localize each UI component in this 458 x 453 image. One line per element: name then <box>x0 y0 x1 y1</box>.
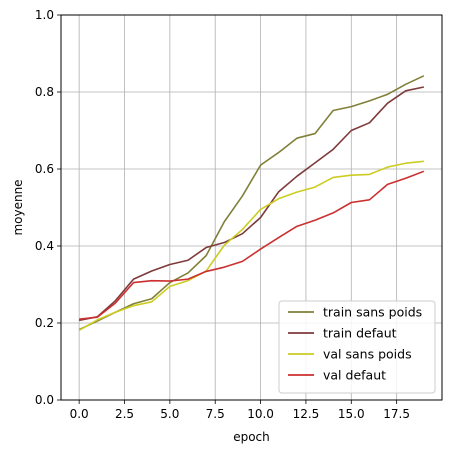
legend-label: val sans poids <box>323 347 412 362</box>
x-tick-label: 5.0 <box>160 407 179 421</box>
series-line <box>79 170 425 320</box>
series-line <box>78 160 424 332</box>
legend-label: train sans poids <box>323 305 422 320</box>
y-tick-label: 0.0 <box>35 393 54 407</box>
x-tick-label: 7.5 <box>206 407 225 421</box>
series-line <box>78 75 425 331</box>
axes-frame <box>60 14 443 401</box>
y-tick-label: 0.6 <box>35 162 54 176</box>
series-line <box>78 86 425 322</box>
x-tick-label: 2.5 <box>115 407 134 421</box>
y-tick-label: 1.0 <box>35 8 54 22</box>
y-axis-label: moyenne <box>11 179 25 235</box>
x-tick-label: 12.5 <box>293 407 320 421</box>
x-axis-ticks: 0.0 2.5 5.0 7.5 10.0 12.5 15.0 17.5 <box>70 400 410 421</box>
x-tick-label: 10.0 <box>247 407 274 421</box>
plot-frame <box>60 14 443 401</box>
legend-label: train defaut <box>323 326 397 341</box>
legend-box <box>278 300 436 394</box>
y-tick-label: 0.4 <box>35 239 54 253</box>
y-tick-label: 0.2 <box>35 316 54 330</box>
series-lines <box>78 75 425 332</box>
y-axis-ticks: 0.0 0.2 0.4 0.6 0.8 1.0 <box>35 8 61 407</box>
x-axis-label: epoch <box>233 430 270 444</box>
x-tick-label: 0.0 <box>70 407 89 421</box>
y-tick-label: 0.8 <box>35 85 54 99</box>
legend-label: val defaut <box>323 368 386 383</box>
x-tick-label: 15.0 <box>338 407 365 421</box>
x-tick-label: 17.5 <box>383 407 410 421</box>
legend: train sans poids train defaut val sans poi… <box>278 300 436 394</box>
